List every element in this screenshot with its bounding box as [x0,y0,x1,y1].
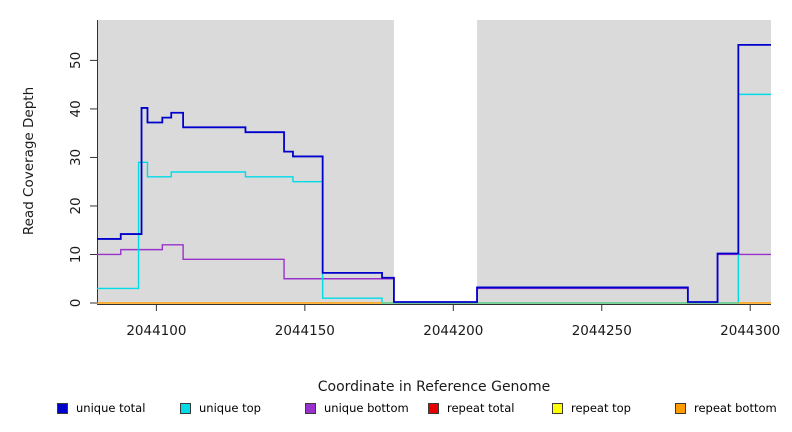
y-tick-label: 40 [68,100,84,117]
legend-item-unique-bottom: unique bottom [305,400,409,416]
x-tick-label: 2044200 [423,323,483,339]
legend-swatch-repeat-total [428,402,439,414]
legend-swatch-unique-top [180,402,191,414]
y-axis-title: Read Coverage Depth [21,87,37,235]
legend-label-repeat-top: repeat top [571,401,631,415]
legend-item-repeat-bottom: repeat bottom [675,400,777,416]
series-line-unique-total [97,43,771,303]
x-axis-title: Coordinate in Reference Genome [317,379,551,395]
legend-label-unique-bottom: unique bottom [324,401,409,415]
highlight-band [393,20,478,303]
legend-swatch-repeat-top [552,402,563,414]
legend-label-unique-total: unique total [76,401,146,415]
legend-label-repeat-bottom: repeat bottom [694,401,777,415]
x-tick-label: 2044250 [572,323,632,339]
legend-item-unique-total: unique total [57,400,145,416]
legend-item-repeat-top: repeat top [552,400,631,416]
x-tick-label: 2044150 [275,323,335,339]
legend: unique total unique top unique bottom re… [0,400,792,418]
legend-label-unique-top: unique top [199,401,261,415]
legend-label-repeat-total: repeat total [447,401,515,415]
y-tick-label: 20 [68,197,84,214]
coverage-plot-canvas: 2044100 2044150 2044200 2044250 2044300 0 10 20… [21,20,780,339]
legend-item-unique-top: unique top [180,400,261,416]
y-tick-label: 30 [68,149,84,166]
legend-swatch-repeat-bottom [675,402,686,414]
y-tick-label: 10 [68,246,84,263]
x-tick-label: 2044300 [720,323,780,339]
y-tick-label: 50 [68,52,84,69]
legend-swatch-unique-total [57,402,68,414]
legend-swatch-unique-bottom [305,402,316,414]
y-tick-label: 0 [68,299,84,308]
x-tick-label: 2044100 [126,323,186,339]
legend-item-repeat-total: repeat total [428,400,514,416]
